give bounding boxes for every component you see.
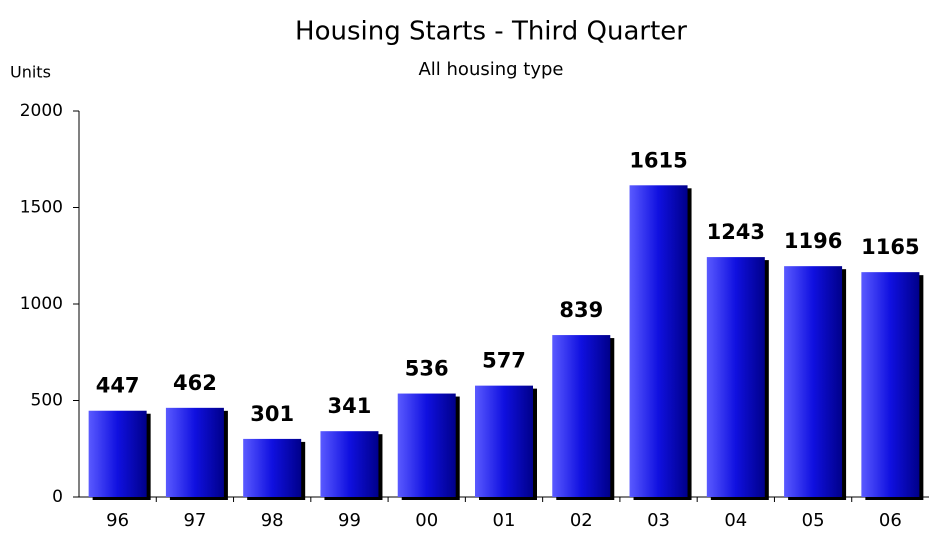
data-label: 301 bbox=[250, 402, 294, 426]
x-tick-label: 00 bbox=[415, 510, 438, 531]
data-label: 1243 bbox=[707, 220, 765, 244]
y-tick-label: 0 bbox=[52, 487, 63, 507]
x-tick-label: 99 bbox=[338, 510, 361, 531]
y-tick-label: 1000 bbox=[20, 294, 63, 314]
y-axis-label: Units bbox=[10, 63, 51, 82]
bar bbox=[552, 335, 611, 497]
data-label: 462 bbox=[173, 371, 217, 395]
x-tick-label: 05 bbox=[802, 510, 825, 531]
bar bbox=[629, 185, 688, 497]
bar bbox=[243, 438, 302, 497]
bar bbox=[320, 431, 379, 497]
bar bbox=[165, 407, 224, 497]
data-label: 536 bbox=[405, 357, 449, 381]
x-tick-label: 03 bbox=[647, 510, 670, 531]
y-tick-label: 1500 bbox=[20, 198, 63, 218]
bar bbox=[397, 393, 456, 497]
bar bbox=[784, 266, 843, 497]
data-label: 1165 bbox=[861, 235, 919, 259]
x-tick-label: 01 bbox=[493, 510, 516, 531]
bar bbox=[861, 272, 920, 497]
data-label: 1196 bbox=[784, 229, 842, 253]
x-tick-label: 02 bbox=[570, 510, 593, 531]
y-tick-label: 500 bbox=[31, 391, 63, 411]
data-label: 839 bbox=[559, 298, 603, 322]
data-label: 341 bbox=[328, 394, 372, 418]
chart-subtitle: All housing type bbox=[418, 59, 563, 80]
x-tick-label: 96 bbox=[106, 510, 129, 531]
x-tick-label: 04 bbox=[724, 510, 747, 531]
bar bbox=[88, 410, 147, 497]
x-tick-label: 98 bbox=[261, 510, 284, 531]
chart-title: Housing Starts - Third Quarter bbox=[295, 17, 687, 47]
bar bbox=[475, 385, 533, 497]
data-label: 1615 bbox=[629, 148, 687, 172]
data-label: 577 bbox=[482, 349, 526, 373]
data-label: 447 bbox=[96, 374, 140, 398]
y-tick-label: 2000 bbox=[20, 101, 63, 121]
x-tick-label: 06 bbox=[879, 510, 902, 531]
bar bbox=[706, 257, 765, 497]
x-tick-label: 97 bbox=[183, 510, 206, 531]
